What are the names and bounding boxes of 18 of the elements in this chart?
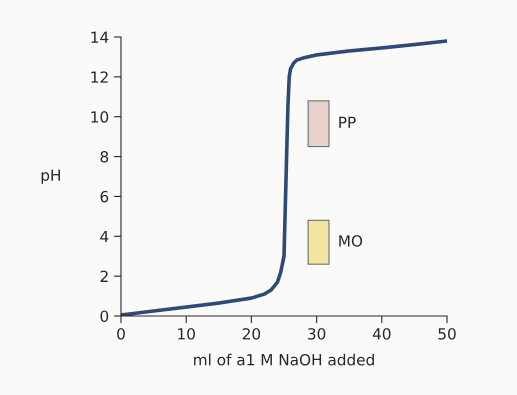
x-tick-label: 40 bbox=[372, 328, 391, 340]
y-tick-label: 6 bbox=[100, 190, 108, 202]
y-tick-label: 14 bbox=[91, 32, 108, 43]
x-tick-label: 50 bbox=[438, 328, 456, 340]
y-tick-label: 0 bbox=[100, 310, 108, 322]
y-tick-label: 8 bbox=[100, 151, 108, 163]
x-tick-label: 0 bbox=[117, 328, 125, 340]
y-tick-label: 10 bbox=[91, 111, 108, 123]
y-tick-label: 4 bbox=[100, 230, 108, 242]
y-tick-label: 12 bbox=[91, 71, 108, 83]
x-axis-title: ml of a1 M NaOH added bbox=[194, 354, 374, 366]
band-label: PP bbox=[339, 116, 356, 128]
band-label: MO bbox=[339, 235, 362, 247]
y-axis-title: pH bbox=[42, 170, 60, 184]
x-tick-label: 20 bbox=[242, 328, 260, 340]
x-tick-label: 10 bbox=[178, 328, 195, 340]
y-tick-label: 2 bbox=[100, 270, 108, 282]
x-tick-label: 30 bbox=[308, 328, 326, 340]
